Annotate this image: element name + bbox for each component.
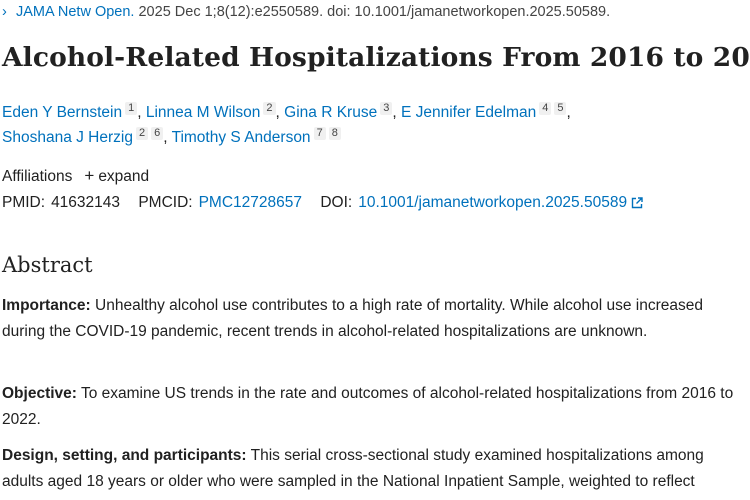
author-list: Eden Y Bernstein 1, Linnea M Wilson 2, Gin… bbox=[2, 102, 571, 146]
pmcid-label: PMCID: bbox=[138, 194, 193, 211]
chevron-right-icon[interactable]: › bbox=[2, 4, 7, 20]
importance-label: Importance: bbox=[2, 297, 91, 314]
affiliations-toggle[interactable]: Affiliations + expand bbox=[2, 166, 149, 186]
article-identifiers: PMID: 41632143 PMCID: PMC12728657 DOI: 10.1… bbox=[2, 194, 643, 214]
external-link-icon[interactable] bbox=[631, 196, 643, 214]
abstract-design: Design, setting, and participants: This … bbox=[2, 443, 748, 494]
affiliation-badge[interactable]: 7 bbox=[313, 127, 326, 140]
citation-details: 2025 Dec 1;8(12):e2550589. doi: 10.1001/… bbox=[134, 4, 611, 20]
objective-label: Objective: bbox=[2, 385, 77, 402]
objective-text: To examine US trends in the rate and out… bbox=[2, 385, 734, 428]
author-link[interactable]: Eden Y Bernstein bbox=[2, 104, 123, 121]
author-link[interactable]: E Jennifer Edelman bbox=[400, 104, 537, 121]
article-title: Alcohol-Related Hospitalizations From 20… bbox=[2, 42, 750, 73]
abstract-importance: Importance: Unhealthy alcohol use contri… bbox=[2, 293, 748, 344]
pmid-label: PMID: bbox=[2, 194, 46, 211]
author-link[interactable]: Gina R Kruse bbox=[284, 104, 378, 121]
doi-link[interactable]: 10.1001/jamanetworkopen.2025.50589 bbox=[358, 194, 628, 211]
affiliation-badge[interactable]: 2 bbox=[263, 102, 276, 115]
pmid-value: 41632143 bbox=[51, 194, 121, 211]
author-link[interactable]: Timothy S Anderson bbox=[171, 129, 311, 146]
expand-label[interactable]: expand bbox=[98, 168, 150, 185]
importance-text: Unhealthy alcohol use contributes to a h… bbox=[2, 297, 704, 340]
design-label: Design, setting, and participants: bbox=[2, 447, 247, 464]
doi-label: DOI: bbox=[320, 194, 353, 211]
plus-icon[interactable]: + bbox=[84, 166, 95, 185]
affiliations-label: Affiliations bbox=[2, 168, 73, 185]
affiliation-badge[interactable]: 6 bbox=[151, 127, 164, 140]
author-link[interactable]: Shoshana J Herzig bbox=[2, 129, 133, 146]
affiliation-badge[interactable]: 4 bbox=[539, 102, 552, 115]
affiliation-badge[interactable]: 2 bbox=[135, 127, 149, 140]
citation-line: › JAMA Netw Open. 2025 Dec 1;8(12):e25505… bbox=[2, 4, 610, 20]
affiliation-badge[interactable]: 8 bbox=[328, 127, 341, 140]
affiliation-badge[interactable]: 1 bbox=[125, 102, 138, 115]
abstract-objective: Objective: To examine US trends in the r… bbox=[2, 381, 748, 432]
journal-link[interactable]: JAMA Netw Open. bbox=[16, 4, 135, 20]
abstract-heading: Abstract bbox=[2, 253, 93, 277]
affiliation-badge[interactable]: 3 bbox=[380, 102, 393, 115]
design-text: This serial cross-sectional study examin… bbox=[2, 447, 704, 490]
affiliation-badge[interactable]: 5 bbox=[554, 102, 567, 115]
author-link[interactable]: Linnea M Wilson bbox=[145, 104, 261, 121]
pmcid-link[interactable]: PMC12728657 bbox=[198, 194, 303, 211]
